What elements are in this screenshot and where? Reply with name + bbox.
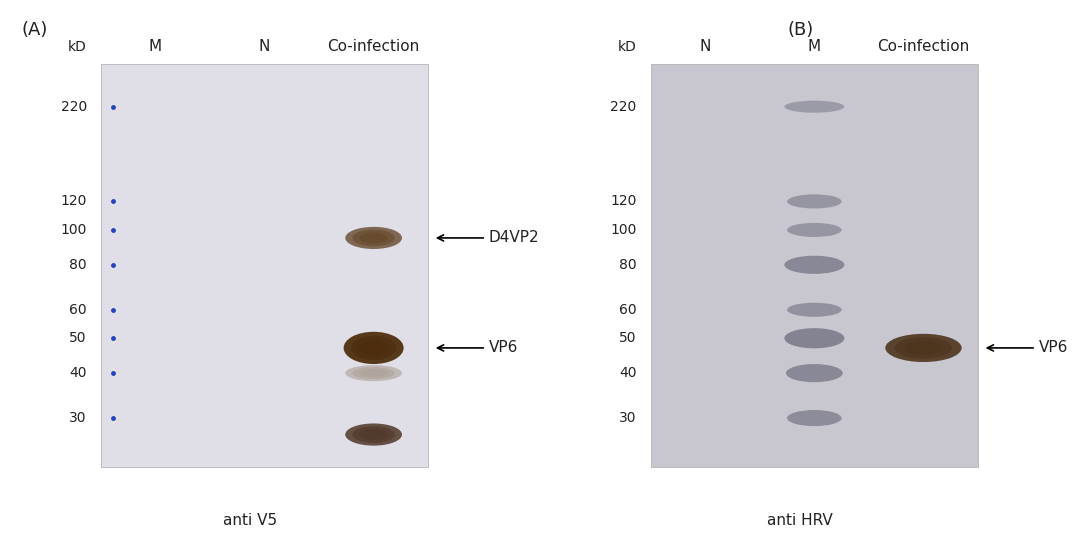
- Text: M: M: [808, 39, 821, 54]
- Text: 40: 40: [619, 366, 636, 380]
- Text: VP6: VP6: [438, 340, 518, 356]
- Text: Co-infection: Co-infection: [327, 39, 420, 54]
- Ellipse shape: [351, 336, 396, 360]
- Ellipse shape: [352, 230, 395, 246]
- Ellipse shape: [886, 334, 962, 362]
- Ellipse shape: [360, 429, 388, 440]
- Ellipse shape: [345, 227, 402, 249]
- Text: anti V5: anti V5: [223, 513, 278, 528]
- Ellipse shape: [894, 337, 952, 358]
- Ellipse shape: [344, 332, 403, 364]
- Ellipse shape: [785, 256, 844, 274]
- Text: 100: 100: [61, 223, 87, 237]
- Ellipse shape: [904, 341, 943, 355]
- Text: 30: 30: [69, 411, 87, 425]
- Ellipse shape: [359, 340, 389, 356]
- Ellipse shape: [352, 426, 395, 443]
- Text: 120: 120: [610, 195, 636, 209]
- Ellipse shape: [360, 369, 388, 377]
- Text: 30: 30: [619, 411, 636, 425]
- Text: 220: 220: [610, 100, 636, 114]
- Ellipse shape: [787, 410, 841, 426]
- Ellipse shape: [345, 365, 402, 381]
- Text: D4VP2: D4VP2: [438, 230, 540, 246]
- Text: N: N: [699, 39, 711, 54]
- Text: kD: kD: [68, 40, 87, 54]
- Ellipse shape: [785, 101, 844, 113]
- Text: anti HRV: anti HRV: [767, 513, 834, 528]
- Text: kD: kD: [618, 40, 636, 54]
- Text: 120: 120: [61, 195, 87, 209]
- Ellipse shape: [786, 364, 842, 382]
- Text: 80: 80: [69, 258, 87, 272]
- Text: 50: 50: [619, 331, 636, 345]
- Ellipse shape: [352, 367, 395, 379]
- Bar: [650, 63, 978, 467]
- Bar: [101, 63, 428, 467]
- Text: (A): (A): [22, 21, 48, 40]
- Text: 60: 60: [69, 303, 87, 317]
- Text: VP6: VP6: [988, 340, 1068, 356]
- Ellipse shape: [787, 223, 841, 237]
- Text: 80: 80: [619, 258, 636, 272]
- Text: 100: 100: [610, 223, 636, 237]
- Ellipse shape: [345, 423, 402, 446]
- Text: 40: 40: [69, 366, 87, 380]
- Ellipse shape: [360, 233, 388, 243]
- Text: Co-infection: Co-infection: [877, 39, 969, 54]
- Text: N: N: [259, 39, 270, 54]
- Text: (B): (B): [787, 21, 813, 40]
- Text: 60: 60: [619, 303, 636, 317]
- Ellipse shape: [785, 328, 844, 349]
- Text: 50: 50: [69, 331, 87, 345]
- Text: 220: 220: [61, 100, 87, 114]
- Ellipse shape: [787, 302, 841, 317]
- Ellipse shape: [787, 195, 841, 209]
- Text: M: M: [149, 39, 162, 54]
